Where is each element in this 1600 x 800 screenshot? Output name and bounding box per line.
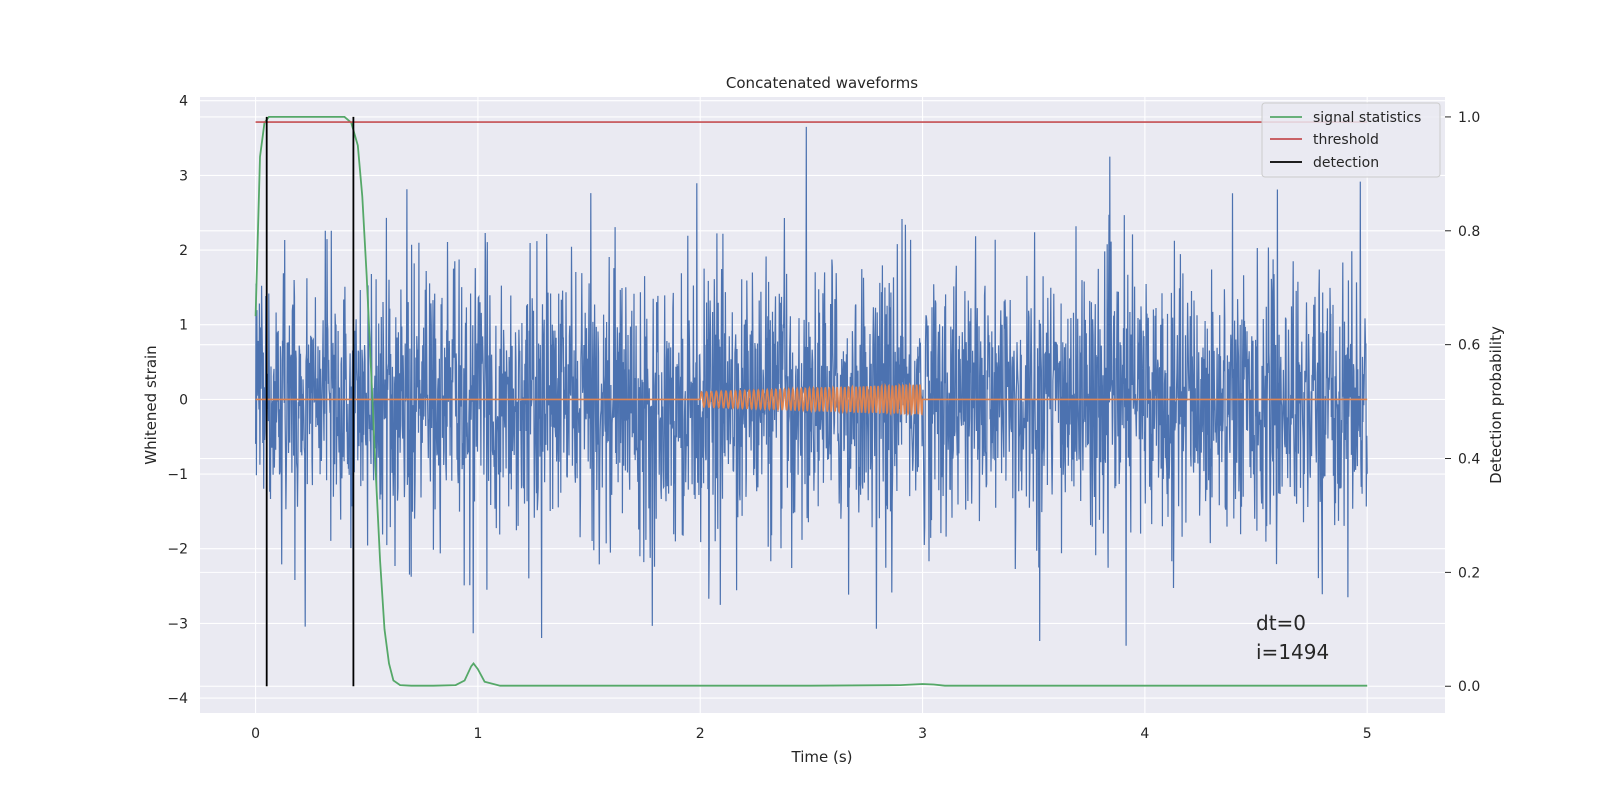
y-tick-label: −3 xyxy=(167,616,188,632)
legend-label-threshold: threshold xyxy=(1313,132,1379,148)
annotation-index: i=1494 xyxy=(1256,640,1329,664)
x-tick-label: 0 xyxy=(251,726,260,742)
y-tick-label: 0 xyxy=(179,392,188,408)
y2-tick-label: 0.6 xyxy=(1458,338,1480,354)
legend-box xyxy=(1261,102,1441,178)
legend-label-signal-statistics: signal statistics xyxy=(1313,110,1421,126)
y2-tick-label: 0.2 xyxy=(1458,565,1480,581)
y-tick-label: 1 xyxy=(179,318,188,334)
legend: signal statistics threshold detection xyxy=(1261,102,1441,178)
x-tick-label: 2 xyxy=(696,726,705,742)
y-tick-label: 4 xyxy=(179,94,188,110)
y-tick-label: 3 xyxy=(179,168,188,184)
x-tick-label: 4 xyxy=(1140,726,1149,742)
y2-axis-ticks: 0.0 0.2 0.4 0.6 0.8 1.0 xyxy=(1445,110,1480,695)
y2-tick-label: 0.0 xyxy=(1458,679,1480,695)
y-axis-label: Whitened strain xyxy=(142,345,160,464)
y2-tick-label: 1.0 xyxy=(1458,110,1480,126)
x-tick-label: 3 xyxy=(918,726,927,742)
y-tick-label: −2 xyxy=(167,542,188,558)
series-detection xyxy=(265,116,355,687)
chart-title: Concatenated waveforms xyxy=(726,74,918,92)
x-axis-ticks: 0 1 2 3 4 5 xyxy=(251,726,1372,742)
series-injected-signal xyxy=(255,382,1368,417)
y2-tick-label: 0.8 xyxy=(1458,224,1480,240)
y-axis-ticks: −4 −3 −2 −1 0 1 2 3 4 xyxy=(167,94,188,707)
series-whitened-strain xyxy=(255,126,1368,646)
x-axis-label: Time (s) xyxy=(791,748,853,766)
x-tick-label: 5 xyxy=(1363,726,1372,742)
y2-axis-label: Detection probability xyxy=(1487,326,1505,484)
y-tick-label: 2 xyxy=(179,243,188,259)
y-tick-label: −4 xyxy=(167,691,188,707)
legend-label-detection: detection xyxy=(1313,155,1379,171)
y2-tick-label: 0.4 xyxy=(1458,452,1480,468)
y-tick-label: −1 xyxy=(167,467,188,483)
series-signal-statistics xyxy=(254,116,1368,687)
x-tick-label: 1 xyxy=(473,726,482,742)
annotation-dt: dt=0 xyxy=(1256,611,1306,635)
